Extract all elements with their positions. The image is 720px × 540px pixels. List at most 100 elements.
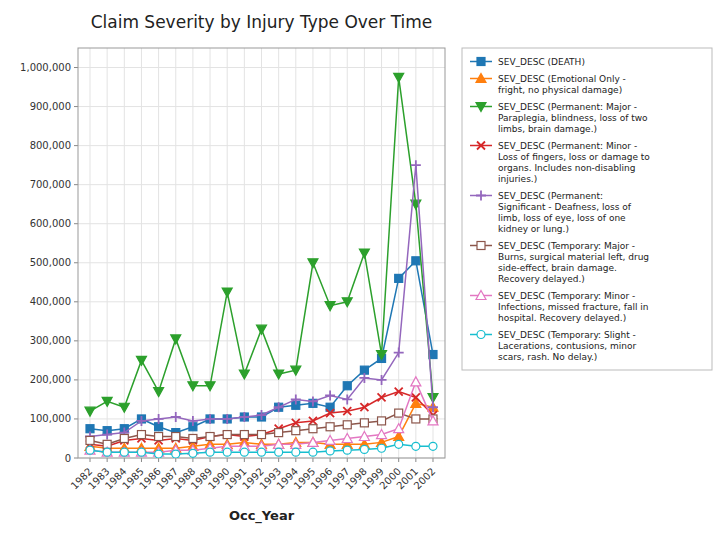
legend-label-line: SEV_DESC (Temporary: Slight - xyxy=(498,330,636,340)
point xyxy=(206,433,214,441)
plot-area xyxy=(85,73,438,458)
y-tick-label: 300,000 xyxy=(30,335,71,346)
legend-swatch-marker xyxy=(477,58,485,66)
legend-label-line: organs. Includes non-disabling xyxy=(498,163,635,173)
y-tick-label: 0 xyxy=(65,453,71,464)
point xyxy=(257,325,267,334)
y-tick-label: 800,000 xyxy=(30,140,71,151)
point xyxy=(309,425,317,433)
legend-item: SEV_DESC (Emotional Only -fright, no phy… xyxy=(470,74,626,95)
x-grid-line xyxy=(192,48,193,458)
point xyxy=(102,447,112,456)
point xyxy=(240,448,248,456)
legend-label-line: SEV_DESC (Temporary: Minor - xyxy=(498,291,635,301)
x-tick xyxy=(312,458,313,462)
point xyxy=(342,394,352,404)
point xyxy=(155,423,163,431)
point xyxy=(291,439,301,448)
point xyxy=(120,434,128,442)
point xyxy=(136,356,146,365)
point xyxy=(154,414,164,424)
y-tick-label: 1,000,000 xyxy=(20,62,71,73)
legend-label-line: SEV_DESC (Emotional Only - xyxy=(498,74,626,84)
point xyxy=(378,393,386,401)
point xyxy=(86,425,94,433)
x-tick xyxy=(158,458,159,462)
x-tick xyxy=(227,458,228,462)
point xyxy=(292,448,300,456)
chart-title: Claim Severity by Injury Type Over Time xyxy=(91,12,433,32)
point xyxy=(86,436,94,444)
point xyxy=(326,447,334,455)
point xyxy=(395,388,403,396)
legend-label-line: SEV_DESC (Permanent: xyxy=(498,191,603,201)
x-tick xyxy=(210,458,211,462)
point xyxy=(378,444,386,452)
x-tick xyxy=(107,458,108,462)
legend-item: SEV_DESC (Permanent: Major -Paraplegia, … xyxy=(470,102,648,134)
x-tick xyxy=(192,458,193,462)
point xyxy=(359,373,369,383)
point xyxy=(85,407,95,416)
series-line xyxy=(90,392,433,447)
legend-label-line: SEV_DESC (DEATH) xyxy=(498,57,585,67)
point xyxy=(136,416,146,426)
y-tick xyxy=(74,340,78,341)
legend-swatch-marker xyxy=(476,291,486,300)
grid xyxy=(78,48,445,458)
point xyxy=(428,402,438,411)
legend-label-line: kidney or lung.) xyxy=(498,224,569,234)
point xyxy=(223,431,231,439)
point xyxy=(257,410,267,420)
point xyxy=(274,370,284,379)
x-grid-line xyxy=(278,48,279,458)
x-tick xyxy=(175,458,176,462)
legend-label: SEV_DESC (Permanent: Major -Paraplegia, … xyxy=(498,102,648,134)
x-tick xyxy=(415,458,416,462)
point xyxy=(394,348,404,358)
y-tick xyxy=(74,67,78,68)
legend-label-line: SEV_DESC (Temporary: Major - xyxy=(498,241,635,251)
point xyxy=(291,366,301,375)
legend-label: SEV_DESC (Permanent: Minor -Loss of fing… xyxy=(498,141,650,184)
legend-swatch-marker xyxy=(476,191,486,201)
legend-item: SEV_DESC (DEATH) xyxy=(470,57,585,67)
point xyxy=(275,448,283,456)
point xyxy=(171,412,181,422)
x-tick-label: 2002 xyxy=(412,466,438,492)
legend-swatch-marker xyxy=(477,242,485,250)
point xyxy=(291,394,301,404)
x-grid-line xyxy=(227,48,228,458)
point xyxy=(137,448,145,456)
legend-swatch-marker xyxy=(477,142,485,150)
x-grid-line xyxy=(141,48,142,458)
legend-label-line: SEV_DESC (Permanent: Minor - xyxy=(498,141,637,151)
point xyxy=(308,396,318,406)
point xyxy=(326,409,334,417)
legend-label-line: limb, loss of eye, loss of one xyxy=(498,213,626,223)
point xyxy=(411,160,421,170)
series xyxy=(86,440,437,458)
x-grid-line xyxy=(261,48,262,458)
plot-frame xyxy=(78,48,445,458)
y-tick-label: 100,000 xyxy=(30,413,71,424)
point xyxy=(188,382,198,391)
point xyxy=(325,435,335,444)
point xyxy=(275,403,283,411)
point xyxy=(137,431,145,439)
point xyxy=(325,302,335,311)
point xyxy=(411,377,421,386)
legend-label-line: Paraplegia, blindness, loss of two xyxy=(498,113,648,123)
series xyxy=(86,257,437,437)
legend-item: SEV_DESC (Temporary: Major -Burns, surgi… xyxy=(470,241,649,284)
legend-label-line: limbs, brain damage.) xyxy=(498,124,597,134)
point xyxy=(240,413,248,421)
y-tick xyxy=(74,379,78,380)
legend-label-line: Infections, missed fracture, fall in xyxy=(498,302,649,312)
legend-label-line: side-effect, brain damage. xyxy=(498,263,617,273)
legend-item: SEV_DESC (Temporary: Minor -Infections, … xyxy=(470,291,649,323)
point xyxy=(377,375,387,385)
point xyxy=(412,442,420,450)
legend-item: SEV_DESC (Temporary: Slight -Lacerations… xyxy=(470,330,637,362)
x-grid-line xyxy=(244,48,245,458)
